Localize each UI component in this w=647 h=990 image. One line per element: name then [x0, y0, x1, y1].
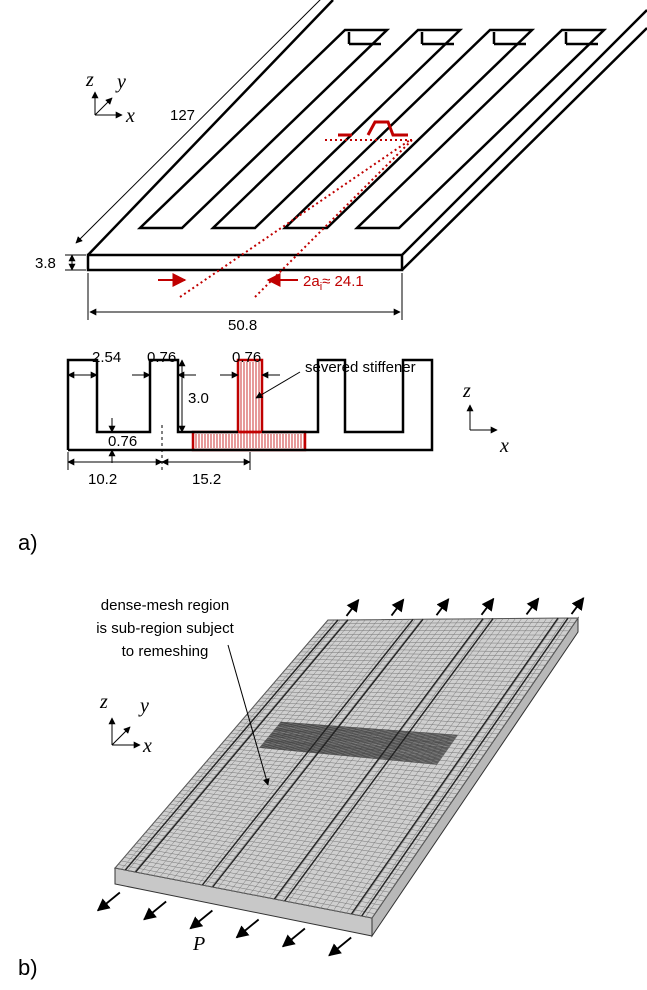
axis-z: z — [99, 691, 108, 713]
axis-y: y — [138, 695, 149, 717]
load-arrow — [283, 929, 305, 947]
dim-label: 3.0 — [188, 390, 209, 407]
load-label: P — [192, 933, 205, 955]
width-label: 50.8 — [228, 317, 257, 334]
annotation: dense-mesh region — [101, 597, 229, 614]
dimensions — [65, 0, 402, 320]
slot — [140, 30, 387, 228]
load-arrow — [527, 598, 539, 614]
axis-x: x — [125, 105, 135, 127]
dim-label: 2.54 — [92, 349, 121, 366]
cross-section — [68, 360, 497, 470]
axis-x: x — [142, 735, 152, 757]
axis-y: y — [115, 71, 126, 93]
dim-label: 0.76 — [147, 349, 176, 366]
dim-label: 10.2 — [88, 471, 117, 488]
load-arrow — [482, 599, 494, 615]
crack-label: 2ai≈ 24.1 — [303, 273, 364, 293]
load-arrow — [392, 600, 404, 616]
load-arrow — [98, 893, 120, 911]
axis-x: x — [499, 435, 509, 457]
annotation: is sub-region subject — [96, 620, 234, 637]
thickness-label: 3.8 — [35, 255, 56, 272]
load-arrow — [190, 911, 212, 929]
dim-label: 0.76 — [108, 433, 137, 450]
panel-label: a) — [18, 530, 38, 555]
load-arrow — [347, 600, 359, 616]
dim-label: 15.2 — [192, 471, 221, 488]
load-arrow — [329, 938, 351, 956]
plate-drawing — [88, 0, 647, 270]
annotation: to remeshing — [122, 643, 209, 660]
slot — [213, 30, 460, 228]
axis-z: z — [462, 380, 471, 402]
length-label: 127 — [170, 107, 195, 124]
figure: 2ai≈ 24.1 127 3.8 50.8 z y x 2.54 0.76 0… — [0, 0, 647, 990]
slot — [285, 30, 532, 228]
load-arrow — [144, 902, 166, 920]
panel-label: b) — [18, 955, 38, 980]
load-arrow — [437, 599, 449, 615]
load-arrow — [572, 598, 584, 614]
axes-b — [112, 718, 140, 745]
axis-z: z — [85, 69, 94, 91]
axes-a — [95, 92, 122, 115]
annotation: severed stiffener — [305, 359, 416, 376]
dim-label: 0.76 — [232, 349, 261, 366]
slot — [357, 30, 604, 228]
load-arrow — [237, 920, 259, 938]
